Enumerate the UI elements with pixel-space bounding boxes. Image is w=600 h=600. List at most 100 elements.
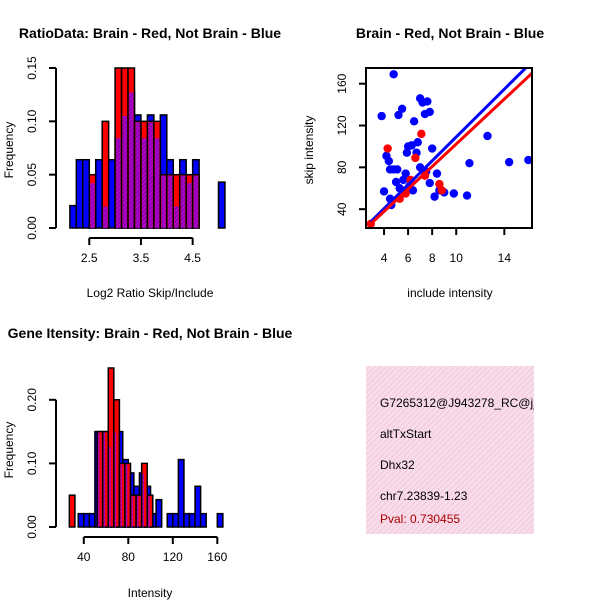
- intensity-histogram-bar-not-brain: [216, 512, 224, 528]
- ratio-histogram-bar-overlap: [161, 175, 166, 228]
- intensity-histogram-bar-brain: [140, 462, 148, 528]
- intensity-histogram-bar-brain: [124, 462, 132, 528]
- intensity-histogram-bar-brain: [101, 430, 110, 528]
- info-event-type: altTxStart: [380, 427, 432, 441]
- scatter-point-not-brain: [449, 189, 459, 198]
- scatter-point-not-brain: [462, 191, 472, 200]
- scatter-point-brain: [437, 186, 446, 195]
- intensity-histogram-bar-overlap: [114, 432, 117, 527]
- intensity-histogram-bar-overlap: [103, 432, 106, 527]
- ratio-histogram-bar-overlap: [103, 206, 108, 228]
- ratio-histogram-bar-overlap: [154, 138, 160, 228]
- ratio-histogram-bar-overlap: [90, 183, 95, 228]
- scatter-point-not-brain: [389, 70, 398, 79]
- intensity-histogram-bar-not-brain: [77, 512, 85, 528]
- intensity-histogram-x-tick-label: 40: [77, 550, 91, 564]
- scatter-title: Brain - Red, Not Brain - Blue: [356, 25, 544, 41]
- ratio-histogram-bar-overlap: [174, 206, 179, 228]
- intensity-histogram-bar-brain: [96, 430, 104, 528]
- intensity-histogram-bar-brain: [146, 494, 154, 528]
- intensity-histogram-bar-not-brain: [199, 512, 207, 528]
- intensity-histogram-bar-not-brain: [83, 512, 91, 528]
- ratio-histogram-bar-overlap: [129, 92, 134, 228]
- scatter-point-not-brain: [379, 187, 389, 196]
- intensity-histogram-bar-brain: [113, 399, 121, 528]
- intensity-histogram-bar-overlap: [120, 464, 122, 527]
- info-gene-name: Dhx32: [380, 458, 415, 472]
- info-pval: Pval: 0.730455: [380, 512, 460, 526]
- ratio-histogram-bars: [69, 67, 226, 229]
- ratio-histogram-y-tick-label: 0.05: [25, 163, 39, 187]
- ratio-histogram-title: RatioData: Brain - Red, Not Brain - Blue: [19, 25, 281, 41]
- scatter-point-not-brain: [425, 107, 434, 117]
- intensity-histogram-ylabel: Frequency: [2, 422, 16, 479]
- ratio-histogram-bar-overlap: [180, 175, 186, 228]
- intensity-histogram-bar-overlap: [98, 432, 100, 527]
- intensity-histogram-bar-overlap: [142, 473, 144, 527]
- ratio-histogram-bar-overlap: [193, 175, 199, 228]
- scatter-point-not-brain: [430, 192, 439, 201]
- ratio-histogram-x-tick-label: 3.5: [133, 251, 150, 265]
- intensity-histogram-bar-not-brain: [172, 512, 180, 528]
- intensity-histogram-bar-not-brain: [155, 498, 163, 528]
- scatter-x-tick-label: 6: [405, 251, 412, 265]
- info-location: chr7.23839-1.23: [380, 489, 468, 503]
- scatter-xlabel: include intensity: [407, 286, 492, 300]
- ratio-histogram-x-tick-label: 2.5: [81, 251, 98, 265]
- intensity-histogram-bar-brain: [107, 367, 115, 528]
- scatter-point-not-brain: [391, 177, 401, 187]
- intensity-histogram-bar-not-brain: [188, 512, 196, 528]
- scatter-clip: [366, 68, 532, 228]
- scatter-ylabel: skip intensity: [302, 116, 316, 185]
- scatter-point-not-brain: [397, 104, 407, 113]
- intensity-histogram-y-tick-label: 0.00: [25, 515, 39, 539]
- ratio-histogram-ylabel: Frequency: [2, 122, 16, 179]
- intensity-histogram-bar-not-brain: [88, 512, 96, 528]
- ratio-histogram-y-tick-label: 0.10: [25, 109, 39, 133]
- ratio-histogram-bar-not-brain: [107, 158, 116, 229]
- scatter-point-not-brain: [413, 138, 422, 147]
- ratio-histogram-bar-overlap: [141, 138, 147, 228]
- intensity-histogram-bars: [68, 367, 224, 528]
- intensity-histogram-bar-not-brain: [166, 512, 174, 528]
- intensity-histogram-bar-overlap: [148, 496, 150, 527]
- intensity-histogram-bar-brain: [118, 462, 126, 528]
- ratio-histogram-bar-overlap: [122, 115, 128, 228]
- intensity-histogram-bar-brain: [68, 494, 76, 528]
- scatter-point-not-brain: [425, 178, 434, 188]
- intensity-histogram-title: Gene Itensity: Brain - Red, Not Brain - …: [8, 325, 293, 341]
- ratio-histogram-bar-overlap: [135, 122, 140, 228]
- intensity-histogram-bar-not-brain: [183, 512, 191, 528]
- scatter-x-tick-label: 10: [450, 251, 464, 265]
- scatter-x-tick-label: 14: [498, 251, 512, 265]
- scatter-point-not-brain: [524, 155, 532, 165]
- scatter-point-not-brain: [432, 169, 442, 178]
- ratio-histogram-panel: RatioData: Brain - Red, Not Brain - Blue…: [2, 25, 281, 300]
- intensity-histogram-x-tick-label: 160: [207, 550, 227, 564]
- scatter-plot-frame: [365, 67, 533, 229]
- intensity-histogram-bar-overlap: [109, 446, 111, 527]
- info-probe-id: G7265312@J943278_RC@j_at: [380, 396, 550, 410]
- info-panel-background: [366, 366, 534, 534]
- scatter-point-brain: [417, 129, 426, 139]
- intensity-histogram-x-tick-label: 120: [163, 550, 183, 564]
- scatter-point-not-brain: [483, 131, 492, 141]
- ratio-histogram-bar-not-brain: [82, 158, 91, 229]
- scatter-x-tick-label: 8: [429, 251, 436, 265]
- scatter-fit-line-not-brain: [369, 68, 528, 223]
- scatter-plot-area: [366, 68, 532, 228]
- scatter-point-not-brain: [402, 148, 412, 157]
- ratio-histogram-bar-not-brain: [217, 181, 226, 229]
- scatter-point-not-brain: [504, 157, 514, 167]
- ratio-histogram-bar-overlap: [116, 138, 121, 228]
- scatter-point-not-brain: [377, 111, 386, 121]
- scatter-point-not-brain: [465, 158, 474, 168]
- ratio-histogram-y-tick-label: 0.15: [25, 56, 39, 80]
- scatter-inner: [366, 68, 532, 228]
- scatter-fit-line-brain: [369, 72, 532, 225]
- scatter-point-brain: [383, 144, 392, 153]
- scatter-point-not-brain: [409, 117, 419, 126]
- scatter-point-not-brain: [393, 165, 402, 174]
- intensity-histogram-bar-overlap: [125, 464, 128, 527]
